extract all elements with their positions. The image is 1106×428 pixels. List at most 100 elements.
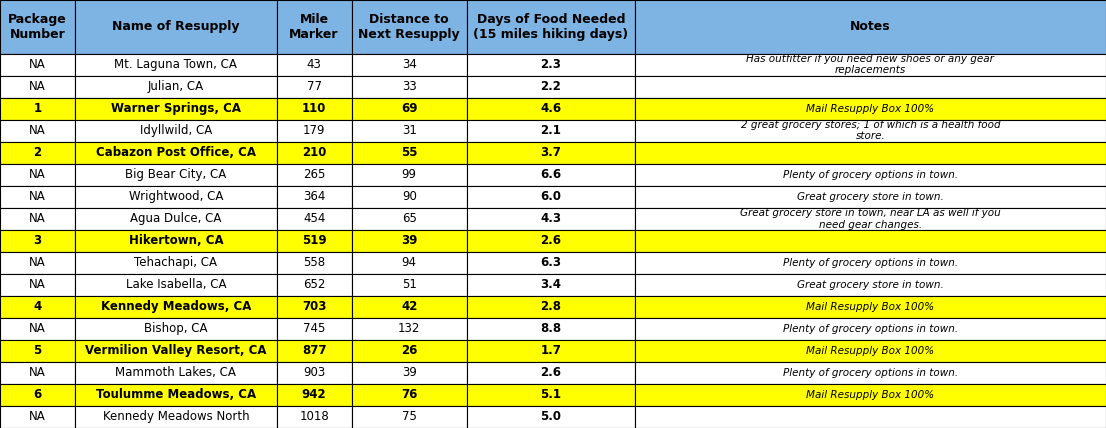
Text: 5.0: 5.0 <box>541 410 561 423</box>
Bar <box>635 186 1106 208</box>
Text: 4.3: 4.3 <box>541 212 561 225</box>
Bar <box>0 340 75 362</box>
Text: 26: 26 <box>401 345 417 357</box>
Text: Days of Food Needed
(15 miles hiking days): Days of Food Needed (15 miles hiking day… <box>473 13 628 41</box>
Bar <box>467 54 635 75</box>
Bar <box>352 75 467 98</box>
Text: Julian, CA: Julian, CA <box>148 80 204 93</box>
Bar <box>276 54 352 75</box>
Text: Mail Resupply Box 100%: Mail Resupply Box 100% <box>806 390 935 400</box>
Bar <box>467 252 635 274</box>
Bar <box>467 208 635 230</box>
Text: Great grocery store in town.: Great grocery store in town. <box>797 192 943 202</box>
Bar <box>352 186 467 208</box>
Text: 6.6: 6.6 <box>540 168 562 181</box>
Text: 76: 76 <box>401 389 417 401</box>
Bar <box>0 406 75 428</box>
Bar <box>635 163 1106 186</box>
Bar <box>352 384 467 406</box>
Bar <box>75 0 276 54</box>
Bar <box>635 318 1106 340</box>
Bar <box>75 98 276 119</box>
Text: 77: 77 <box>306 80 322 93</box>
Bar <box>352 340 467 362</box>
Text: Mile
Marker: Mile Marker <box>290 13 338 41</box>
Bar <box>467 0 635 54</box>
Text: 2.3: 2.3 <box>541 58 561 71</box>
Bar <box>635 54 1106 75</box>
Text: Plenty of grocery options in town.: Plenty of grocery options in town. <box>783 324 958 334</box>
Text: Mail Resupply Box 100%: Mail Resupply Box 100% <box>806 346 935 356</box>
Bar <box>635 142 1106 163</box>
Text: Kennedy Meadows, CA: Kennedy Meadows, CA <box>101 300 251 313</box>
Text: NA: NA <box>29 168 46 181</box>
Text: Mail Resupply Box 100%: Mail Resupply Box 100% <box>806 104 935 113</box>
Text: 2.8: 2.8 <box>541 300 561 313</box>
Text: Name of Resupply: Name of Resupply <box>112 20 240 33</box>
Bar <box>75 384 276 406</box>
Bar <box>75 75 276 98</box>
Bar <box>352 252 467 274</box>
Bar <box>352 119 467 142</box>
Bar <box>0 230 75 252</box>
Text: Lake Isabella, CA: Lake Isabella, CA <box>126 278 226 291</box>
Bar <box>276 75 352 98</box>
Bar <box>0 75 75 98</box>
Text: 942: 942 <box>302 389 326 401</box>
Bar <box>635 296 1106 318</box>
Text: Great grocery store in town, near LA as well if you
need gear changes.: Great grocery store in town, near LA as … <box>740 208 1001 229</box>
Bar <box>467 230 635 252</box>
Bar <box>276 208 352 230</box>
Bar <box>276 318 352 340</box>
Bar <box>75 362 276 384</box>
Bar <box>75 208 276 230</box>
Bar <box>75 274 276 296</box>
Text: NA: NA <box>29 278 46 291</box>
Bar <box>276 0 352 54</box>
Text: Warner Springs, CA: Warner Springs, CA <box>111 102 241 115</box>
Bar <box>635 119 1106 142</box>
Text: Wrightwood, CA: Wrightwood, CA <box>128 190 223 203</box>
Bar <box>635 362 1106 384</box>
Bar <box>0 119 75 142</box>
Text: Big Bear City, CA: Big Bear City, CA <box>125 168 227 181</box>
Text: Agua Dulce, CA: Agua Dulce, CA <box>131 212 221 225</box>
Text: 3.4: 3.4 <box>541 278 561 291</box>
Text: 2: 2 <box>33 146 42 159</box>
Bar <box>467 340 635 362</box>
Text: 33: 33 <box>401 80 417 93</box>
Bar <box>75 119 276 142</box>
Text: 8.8: 8.8 <box>540 322 562 336</box>
Bar <box>276 230 352 252</box>
Bar <box>276 340 352 362</box>
Text: 39: 39 <box>401 234 417 247</box>
Text: Tehachapi, CA: Tehachapi, CA <box>134 256 218 269</box>
Bar <box>635 98 1106 119</box>
Bar <box>635 406 1106 428</box>
Bar <box>75 54 276 75</box>
Bar <box>0 296 75 318</box>
Text: Plenty of grocery options in town.: Plenty of grocery options in town. <box>783 368 958 378</box>
Text: 364: 364 <box>303 190 325 203</box>
Bar <box>0 274 75 296</box>
Text: 519: 519 <box>302 234 326 247</box>
Bar <box>352 0 467 54</box>
Bar <box>0 252 75 274</box>
Bar <box>467 98 635 119</box>
Bar <box>0 142 75 163</box>
Text: 34: 34 <box>401 58 417 71</box>
Bar <box>75 340 276 362</box>
Bar <box>467 318 635 340</box>
Text: 265: 265 <box>303 168 325 181</box>
Text: Cabazon Post Office, CA: Cabazon Post Office, CA <box>96 146 255 159</box>
Text: Toulumme Meadows, CA: Toulumme Meadows, CA <box>96 389 255 401</box>
Text: NA: NA <box>29 366 46 380</box>
Text: 5: 5 <box>33 345 42 357</box>
Text: 42: 42 <box>401 300 417 313</box>
Text: 3.7: 3.7 <box>541 146 561 159</box>
Text: 69: 69 <box>401 102 417 115</box>
Bar <box>352 163 467 186</box>
Text: 2.6: 2.6 <box>541 234 561 247</box>
Bar <box>75 186 276 208</box>
Bar <box>467 163 635 186</box>
